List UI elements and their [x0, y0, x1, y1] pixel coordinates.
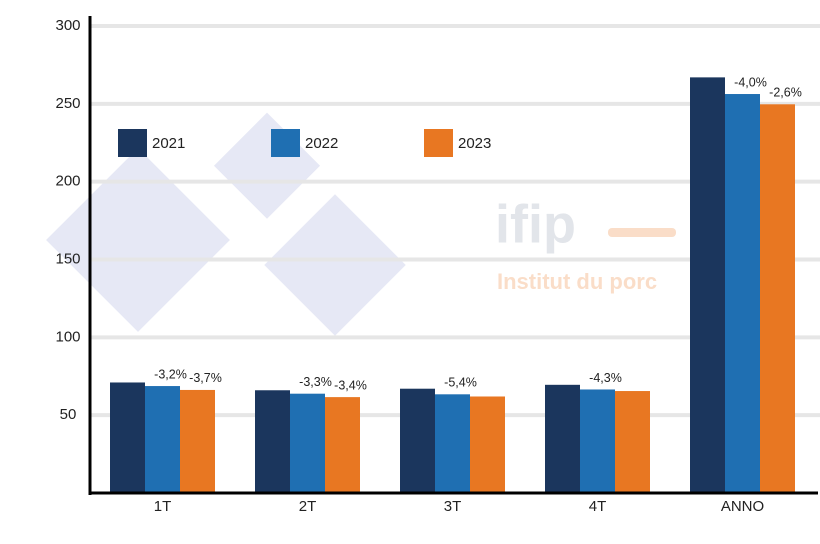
- annotation: -3,4%: [334, 378, 367, 392]
- annotation: -3,3%: [299, 375, 332, 389]
- bar: [470, 396, 505, 493]
- bar: [145, 386, 180, 493]
- watermark-brand: ifip: [495, 194, 576, 254]
- bar: [435, 394, 470, 493]
- bar: [760, 104, 795, 494]
- legend-swatch: [118, 129, 147, 157]
- annotation: -5,4%: [444, 376, 477, 390]
- y-tick-label: 150: [55, 250, 80, 267]
- bar: [180, 389, 215, 493]
- bar: [615, 391, 650, 493]
- bar: [255, 390, 290, 493]
- annotation: -3,2%: [154, 367, 187, 381]
- y-tick-label: 300: [55, 17, 80, 34]
- bar: [290, 393, 325, 493]
- watermark-bar: [608, 228, 676, 237]
- watermark-shape: [264, 194, 406, 336]
- x-tick-label: 3T: [444, 498, 462, 515]
- bar: [580, 389, 615, 493]
- bar: [690, 77, 725, 494]
- legend-swatch: [271, 129, 300, 157]
- legend-label: 2023: [458, 135, 491, 152]
- watermark-shape: [213, 112, 321, 219]
- x-tick-label: 4T: [589, 498, 607, 515]
- bar: [400, 388, 435, 493]
- bar: [110, 382, 145, 493]
- legend-label: 2022: [305, 135, 338, 152]
- x-tick-label: 2T: [299, 498, 317, 515]
- annotation: -4,3%: [589, 371, 622, 385]
- annotation: -3,7%: [189, 371, 222, 385]
- y-tick-label: 50: [60, 406, 77, 423]
- y-tick-label: 100: [55, 328, 80, 345]
- bar: [725, 94, 760, 493]
- y-tick-label: 200: [55, 173, 80, 190]
- x-tick-label: 1T: [154, 498, 172, 515]
- y-tick-label: 250: [55, 95, 80, 112]
- watermark-tagline: Institut du porc: [497, 269, 657, 294]
- x-tick-label: ANNO: [721, 498, 764, 515]
- annotation: -4,0%: [734, 75, 767, 89]
- legend-label: 2021: [152, 135, 185, 152]
- bar: [545, 384, 580, 493]
- annotation: -2,6%: [769, 86, 802, 100]
- bar: [325, 397, 360, 493]
- legend-swatch: [424, 129, 453, 157]
